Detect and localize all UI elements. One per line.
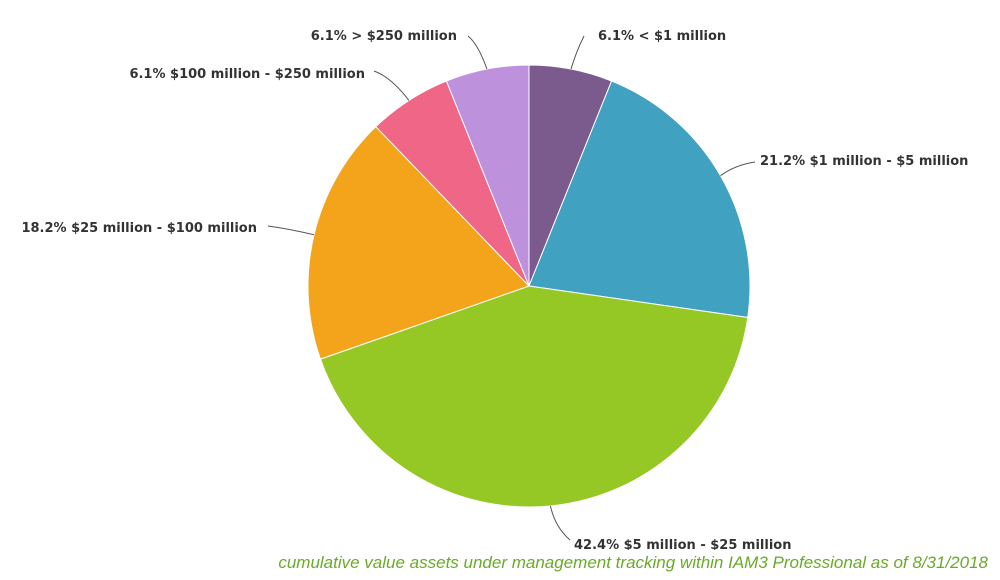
slice-label-2: 21.2% $1 million - $5 million [760,154,968,169]
leader-line-5 [373,70,410,101]
slice-label-5: 6.1% $100 million - $250 million [129,67,365,82]
leader-line-2 [720,161,756,177]
slice-label-4: 18.2% $25 million - $100 million [21,221,257,236]
slice-label-3: 42.4% $5 million - $25 million [574,538,791,550]
slice-label-1: 6.1% < $1 million [598,29,726,44]
pie-slice-4 [307,125,530,360]
leader-line-6 [467,35,488,70]
leader-line-4 [267,225,315,236]
pie-chart: 6.1% < $1 million 21.2% $1 million - $5 m… [21,29,968,550]
slice-label-6: 6.1% > $250 million [311,29,457,44]
pie-slice-6 [445,64,530,287]
leader-line-3 [549,505,571,541]
chart-caption: cumulative value assets under management… [278,553,988,572]
pie-chart-svg: 6.1% < $1 million 21.2% $1 million - $5 m… [21,29,968,550]
leader-line-1 [570,35,585,70]
